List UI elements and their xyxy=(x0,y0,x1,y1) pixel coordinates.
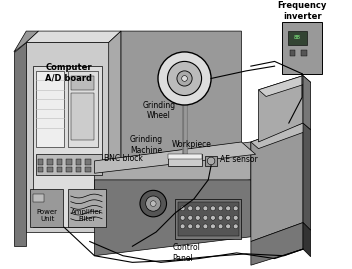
Circle shape xyxy=(150,201,156,206)
FancyBboxPatch shape xyxy=(282,22,322,74)
Text: Computer
A/D board: Computer A/D board xyxy=(45,63,92,83)
FancyBboxPatch shape xyxy=(175,156,194,164)
Circle shape xyxy=(188,206,193,211)
Polygon shape xyxy=(109,31,121,243)
Polygon shape xyxy=(303,222,310,257)
FancyBboxPatch shape xyxy=(178,202,239,236)
Circle shape xyxy=(233,224,238,229)
Circle shape xyxy=(188,215,193,220)
Circle shape xyxy=(188,224,193,229)
FancyBboxPatch shape xyxy=(33,194,44,202)
FancyBboxPatch shape xyxy=(36,154,102,175)
FancyBboxPatch shape xyxy=(205,156,217,166)
Circle shape xyxy=(180,206,185,211)
FancyBboxPatch shape xyxy=(36,71,64,147)
Circle shape xyxy=(218,206,223,211)
Circle shape xyxy=(226,224,231,229)
Polygon shape xyxy=(14,31,39,52)
FancyBboxPatch shape xyxy=(38,159,43,165)
Polygon shape xyxy=(303,123,310,230)
Text: Frequency
inverter: Frequency inverter xyxy=(277,1,327,21)
FancyBboxPatch shape xyxy=(30,189,63,227)
FancyBboxPatch shape xyxy=(85,167,91,172)
Polygon shape xyxy=(258,76,310,97)
Circle shape xyxy=(233,206,238,211)
Circle shape xyxy=(140,190,166,217)
FancyBboxPatch shape xyxy=(168,154,202,159)
Polygon shape xyxy=(94,142,256,173)
Circle shape xyxy=(203,215,208,220)
Circle shape xyxy=(203,224,208,229)
Polygon shape xyxy=(121,31,241,189)
Text: Workpiece: Workpiece xyxy=(172,140,212,148)
Polygon shape xyxy=(251,123,303,242)
Circle shape xyxy=(195,224,200,229)
Polygon shape xyxy=(26,31,121,43)
FancyBboxPatch shape xyxy=(85,159,91,165)
Polygon shape xyxy=(14,43,26,246)
FancyBboxPatch shape xyxy=(175,199,241,239)
FancyBboxPatch shape xyxy=(288,31,307,45)
Circle shape xyxy=(210,215,215,220)
FancyBboxPatch shape xyxy=(9,14,343,269)
Circle shape xyxy=(203,206,208,211)
Text: AE sensor: AE sensor xyxy=(220,155,257,164)
Circle shape xyxy=(233,215,238,220)
Text: BNC block: BNC block xyxy=(104,154,143,162)
Circle shape xyxy=(158,52,211,105)
Circle shape xyxy=(210,206,215,211)
Polygon shape xyxy=(94,180,251,256)
FancyBboxPatch shape xyxy=(38,167,43,172)
Text: Power
Unit: Power Unit xyxy=(37,210,58,222)
Circle shape xyxy=(168,61,202,95)
FancyBboxPatch shape xyxy=(66,159,72,165)
Polygon shape xyxy=(258,76,303,142)
FancyBboxPatch shape xyxy=(68,71,98,147)
Circle shape xyxy=(177,71,192,86)
FancyBboxPatch shape xyxy=(71,93,94,140)
FancyBboxPatch shape xyxy=(76,167,81,172)
Circle shape xyxy=(182,76,187,81)
FancyBboxPatch shape xyxy=(68,189,106,227)
Circle shape xyxy=(226,206,231,211)
Circle shape xyxy=(195,215,200,220)
Circle shape xyxy=(180,215,185,220)
Text: Grinding
Wheel: Grinding Wheel xyxy=(142,101,176,121)
Text: 88: 88 xyxy=(294,35,301,40)
Circle shape xyxy=(180,224,185,229)
FancyBboxPatch shape xyxy=(290,50,295,56)
Text: Control
Panel: Control Panel xyxy=(172,243,200,263)
Text: Grinding
Machine: Grinding Machine xyxy=(130,135,163,154)
FancyBboxPatch shape xyxy=(168,154,202,166)
Circle shape xyxy=(195,206,200,211)
FancyBboxPatch shape xyxy=(71,76,94,90)
FancyBboxPatch shape xyxy=(57,159,62,165)
Polygon shape xyxy=(251,222,303,265)
FancyBboxPatch shape xyxy=(47,167,53,172)
Text: Amplifier
Filter: Amplifier Filter xyxy=(71,210,103,222)
FancyBboxPatch shape xyxy=(57,167,62,172)
Polygon shape xyxy=(251,123,310,148)
FancyBboxPatch shape xyxy=(76,159,81,165)
Circle shape xyxy=(218,224,223,229)
Polygon shape xyxy=(303,76,310,130)
Polygon shape xyxy=(26,43,109,232)
FancyBboxPatch shape xyxy=(47,159,53,165)
Circle shape xyxy=(210,224,215,229)
Circle shape xyxy=(207,157,215,165)
Polygon shape xyxy=(33,66,102,227)
Circle shape xyxy=(218,215,223,220)
Circle shape xyxy=(146,196,161,211)
Polygon shape xyxy=(94,142,251,199)
Circle shape xyxy=(226,215,231,220)
FancyBboxPatch shape xyxy=(66,167,72,172)
FancyBboxPatch shape xyxy=(301,50,307,56)
